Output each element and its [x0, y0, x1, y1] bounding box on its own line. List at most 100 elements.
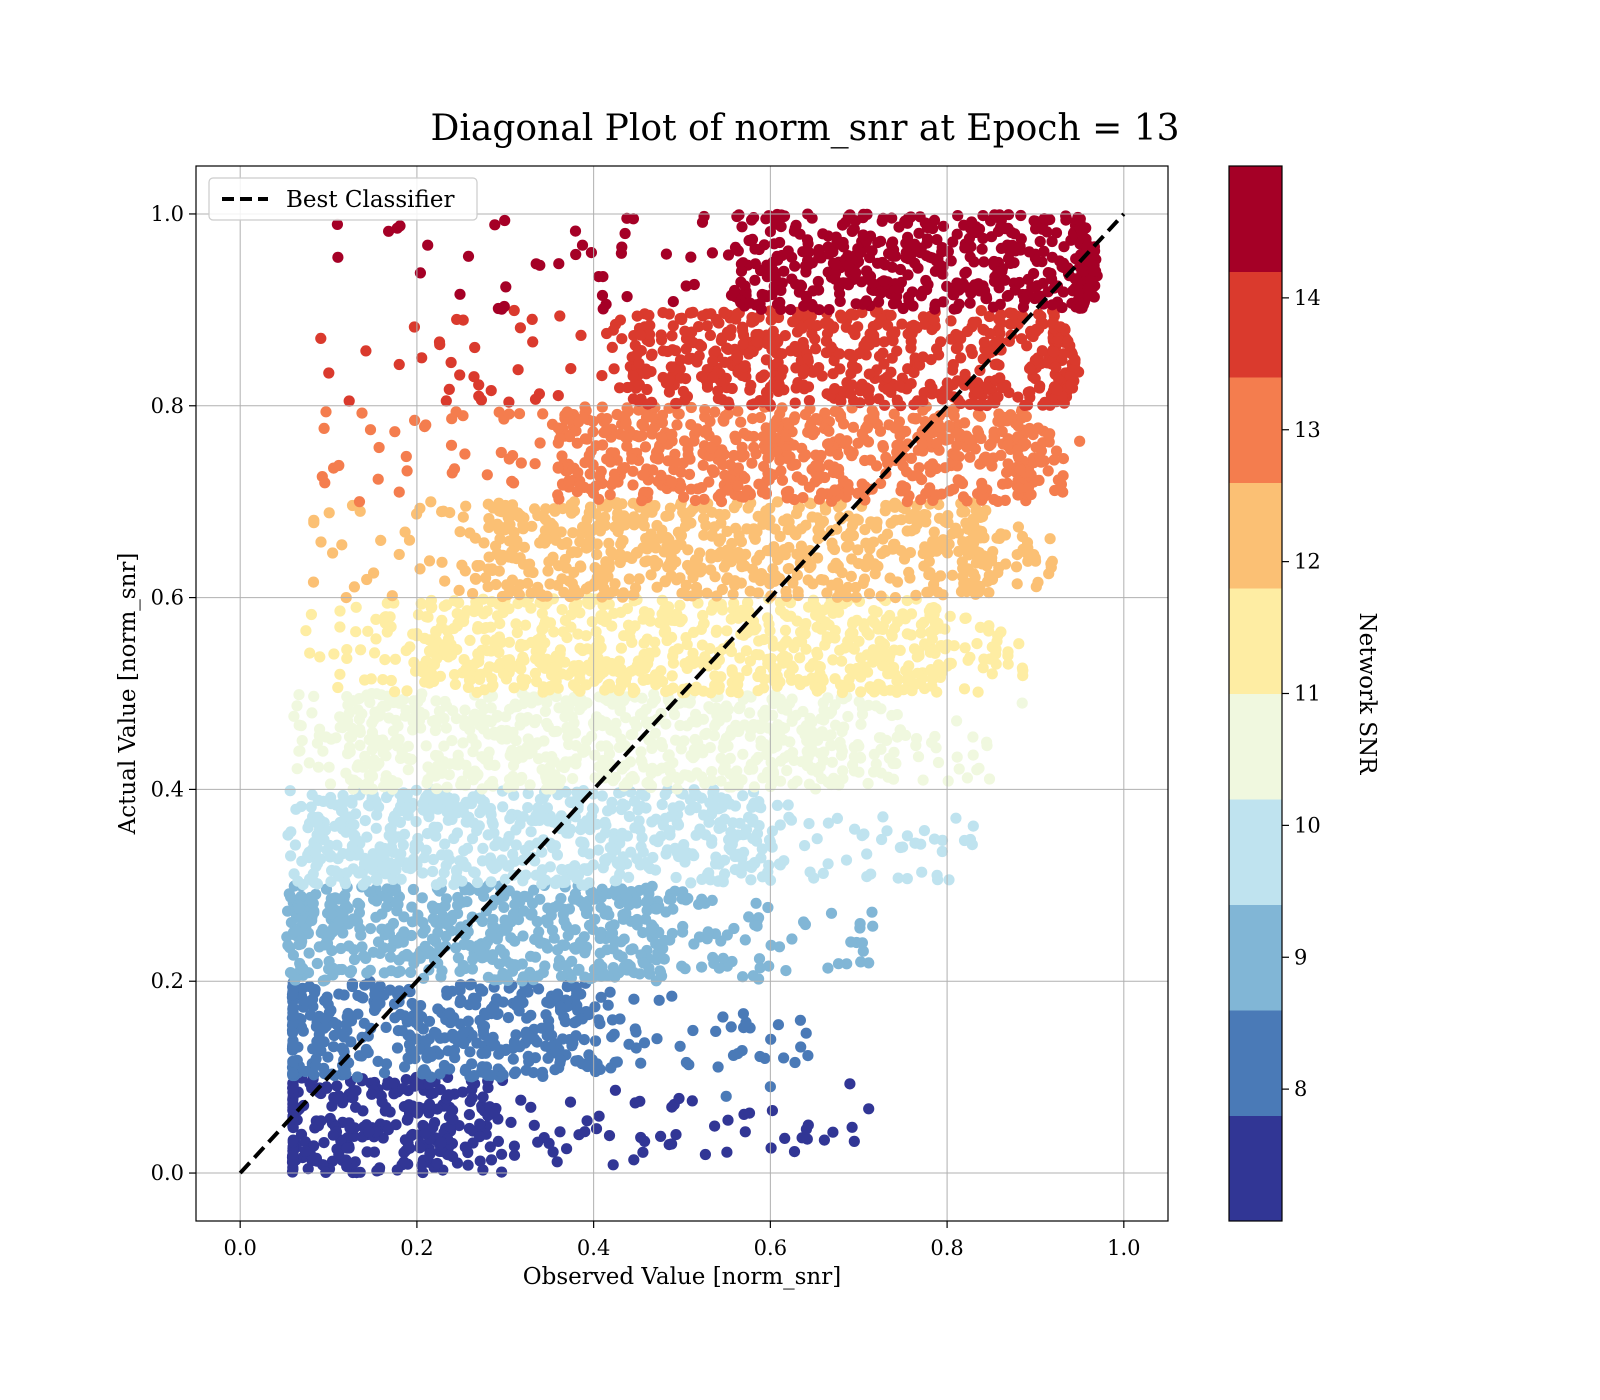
scatter-point [342, 699, 354, 711]
scatter-point [715, 601, 728, 613]
scatter-point [746, 457, 758, 469]
scatter-point [886, 709, 898, 722]
scatter-point [602, 999, 614, 1011]
scatter-point [470, 657, 482, 670]
scatter-point [741, 690, 754, 702]
scatter-point [603, 909, 615, 921]
scatter-point [898, 553, 911, 565]
scatter-point [381, 892, 394, 904]
scatter-point [528, 691, 540, 703]
scatter-point [590, 641, 603, 653]
scatter-point [1002, 646, 1014, 658]
scatter-point [621, 440, 633, 452]
scatter-point [880, 451, 892, 464]
scatter-point [813, 660, 825, 673]
scatter-point [320, 731, 332, 743]
scatter-point [847, 616, 859, 628]
scatter-point [697, 512, 710, 525]
scatter-point [315, 536, 327, 548]
scatter-point [589, 1001, 601, 1013]
scatter-point [967, 749, 979, 761]
scatter-point [633, 815, 645, 827]
scatter-point [348, 953, 361, 966]
scatter-point [636, 418, 648, 430]
scatter-point [983, 773, 996, 785]
scatter-point [544, 861, 556, 873]
scatter-point [628, 993, 640, 1005]
scatter-point [557, 875, 569, 887]
scatter-point [815, 713, 827, 725]
scatter-point [631, 913, 643, 926]
scatter-point [570, 740, 582, 752]
scatter-point [759, 1052, 771, 1064]
scatter-point [744, 707, 756, 719]
scatter-point [522, 891, 534, 903]
scatter-point [515, 1094, 527, 1106]
scatter-point [451, 644, 463, 656]
scatter-point [748, 441, 760, 453]
scatter-point [439, 838, 451, 850]
scatter-point [561, 981, 573, 993]
scatter-point [334, 711, 346, 723]
scatter-point [529, 458, 541, 470]
scatter-point [476, 915, 489, 928]
scatter-point [485, 1154, 498, 1166]
scatter-point [402, 740, 414, 752]
scatter-point [992, 495, 1004, 507]
scatter-point [507, 477, 520, 489]
scatter-point [449, 1052, 461, 1064]
scatter-point [354, 899, 366, 911]
scatter-point [430, 695, 442, 707]
scatter-point [1043, 430, 1055, 442]
scatter-point [874, 425, 887, 437]
scatter-point [645, 767, 657, 780]
scatter-point [728, 449, 740, 462]
scatter-point [331, 1019, 343, 1031]
scatter-point [751, 526, 763, 538]
scatter-point [704, 329, 717, 341]
scatter-point [483, 661, 496, 673]
scatter-point [344, 1122, 356, 1134]
scatter-point [732, 546, 745, 559]
scatter-point [747, 413, 759, 425]
scatter-point [797, 705, 809, 718]
scatter-point [295, 890, 307, 902]
scatter-point [781, 765, 793, 777]
scatter-point [392, 805, 404, 818]
scatter-point [812, 460, 824, 472]
scatter-point [996, 425, 1008, 438]
scatter-point [699, 1148, 712, 1161]
scatter-point [387, 834, 399, 846]
scatter-point [411, 1107, 424, 1119]
scatter-point [420, 844, 432, 856]
scatter-point [600, 424, 612, 436]
scatter-point [358, 950, 370, 962]
scatter-point [389, 1012, 401, 1024]
scatter-point [580, 735, 593, 747]
scatter-point [582, 595, 594, 607]
scatter-point [541, 534, 553, 546]
scatter-point [595, 902, 607, 914]
scatter-point [651, 581, 663, 593]
scatter-point [496, 590, 509, 603]
scatter-point [308, 690, 320, 703]
scatter-point [757, 431, 769, 443]
scatter-point [308, 1140, 320, 1152]
scatter-band-3 [281, 879, 879, 987]
scatter-point [416, 892, 428, 904]
scatter-point [645, 923, 657, 936]
scatter-point [832, 449, 844, 461]
scatter-point [359, 750, 371, 762]
scatter-point [664, 502, 677, 514]
scatter-point [517, 811, 529, 823]
scatter-point [583, 1049, 595, 1061]
scatter-point [887, 543, 899, 555]
scatter-point [986, 641, 998, 653]
scatter-point [666, 1138, 678, 1150]
scatter-point [696, 771, 708, 783]
scatter-point [663, 827, 675, 840]
scatter-point [579, 899, 592, 912]
scatter-point [488, 974, 500, 986]
scatter-point [1034, 452, 1046, 464]
scatter-point [662, 606, 674, 619]
